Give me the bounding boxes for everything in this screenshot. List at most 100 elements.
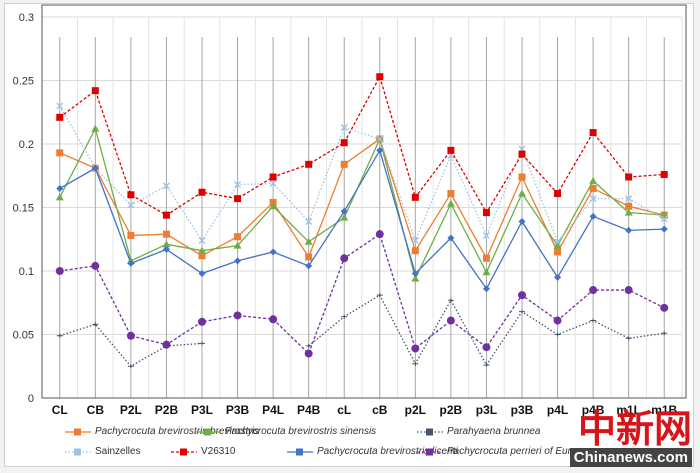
data-point	[269, 179, 277, 187]
data-point	[269, 315, 278, 324]
data-point	[660, 225, 668, 233]
data-point	[411, 193, 419, 201]
data-point	[269, 248, 277, 256]
data-point	[625, 336, 632, 341]
data-point	[126, 331, 135, 340]
data-point	[127, 364, 134, 369]
data-point	[589, 195, 597, 203]
legend-label: Pachycrocuta brevirostris brevirostris	[95, 426, 259, 437]
legend-swatch	[65, 428, 91, 435]
legend-swatch	[417, 428, 443, 435]
data-point	[234, 195, 242, 203]
x-tick-label: p4L	[547, 403, 568, 417]
x-tick-label: cB	[372, 403, 388, 417]
data-point	[625, 202, 633, 210]
data-point	[518, 189, 526, 197]
data-point	[234, 181, 242, 189]
data-point	[91, 261, 100, 270]
data-point	[127, 259, 135, 267]
data-point	[553, 241, 562, 249]
x-tick-label: m1L	[616, 403, 641, 417]
data-point	[162, 340, 171, 349]
data-point	[376, 73, 384, 81]
data-point	[482, 285, 490, 293]
data-point	[660, 215, 668, 223]
data-point	[518, 173, 526, 181]
x-tick-label: P2L	[120, 403, 142, 417]
data-point	[305, 217, 313, 225]
legend-swatch	[287, 448, 313, 455]
legend-item: Parahyaena brunnea	[417, 426, 540, 437]
x-tick-label: cL	[337, 403, 351, 417]
data-point	[340, 213, 349, 221]
data-point	[127, 231, 135, 239]
data-point	[482, 254, 490, 262]
series-line	[59, 148, 665, 291]
data-point	[162, 211, 170, 219]
legend-item: Pachycrocuta brevirostris sinensis	[195, 426, 376, 437]
data-point	[482, 268, 491, 276]
data-point	[661, 331, 668, 336]
legend-item: V26310	[171, 446, 235, 457]
data-point	[590, 318, 597, 323]
x-tick-label: p4B	[582, 403, 605, 417]
data-point	[269, 202, 278, 210]
data-point	[625, 173, 633, 181]
data-point	[340, 123, 348, 131]
data-point	[447, 234, 455, 242]
data-point	[483, 362, 490, 367]
data-point	[589, 176, 598, 184]
data-point	[589, 184, 597, 192]
data-point	[127, 201, 135, 209]
data-point	[162, 182, 170, 190]
legend-item: Sainzelles	[65, 446, 141, 457]
data-point	[234, 257, 242, 265]
data-point	[376, 146, 384, 154]
data-point	[412, 361, 419, 366]
data-point	[233, 241, 242, 249]
data-point	[304, 237, 313, 245]
data-point	[305, 343, 312, 348]
data-point	[589, 286, 598, 295]
x-tick-label: CB	[87, 403, 105, 417]
data-point	[198, 270, 206, 278]
data-point	[553, 316, 562, 325]
data-point	[198, 317, 206, 326]
y-tick-label: 0.1	[19, 266, 34, 278]
data-point	[56, 333, 63, 338]
data-point	[162, 230, 170, 238]
data-point	[162, 245, 170, 253]
x-tick-label: P3B	[226, 403, 250, 417]
data-point	[589, 212, 597, 220]
data-point	[340, 139, 348, 147]
x-tick-label: p3B	[511, 403, 534, 417]
x-tick-label: CL	[52, 403, 68, 417]
watermark-logo: 中新网	[577, 406, 692, 451]
legend-item: Pachycrocuta brevirostris licenti	[287, 446, 458, 457]
data-point	[340, 207, 348, 215]
data-point	[162, 240, 171, 248]
data-point	[198, 252, 206, 260]
legend-item: Pachycrocuta brevirostris brevirostris	[65, 426, 259, 437]
data-point	[447, 146, 455, 154]
data-point	[198, 237, 206, 245]
data-point	[127, 191, 135, 199]
data-point	[92, 322, 99, 327]
data-point	[411, 344, 420, 353]
data-point	[56, 149, 64, 157]
data-point	[482, 209, 490, 217]
x-tick-label: p2L	[405, 403, 426, 417]
series-line	[59, 233, 665, 355]
watermark-site: Chinanews.com	[569, 448, 692, 467]
data-point	[447, 190, 455, 198]
data-point	[55, 193, 64, 201]
data-point	[446, 199, 455, 207]
series-line	[59, 105, 665, 244]
data-point	[447, 298, 454, 303]
y-tick-label: 0.25	[13, 76, 34, 88]
data-point	[589, 129, 597, 137]
data-point	[411, 270, 419, 278]
legend-label: Sainzelles	[95, 446, 141, 457]
x-tick-label: m1B	[651, 403, 677, 417]
data-point	[411, 274, 420, 282]
